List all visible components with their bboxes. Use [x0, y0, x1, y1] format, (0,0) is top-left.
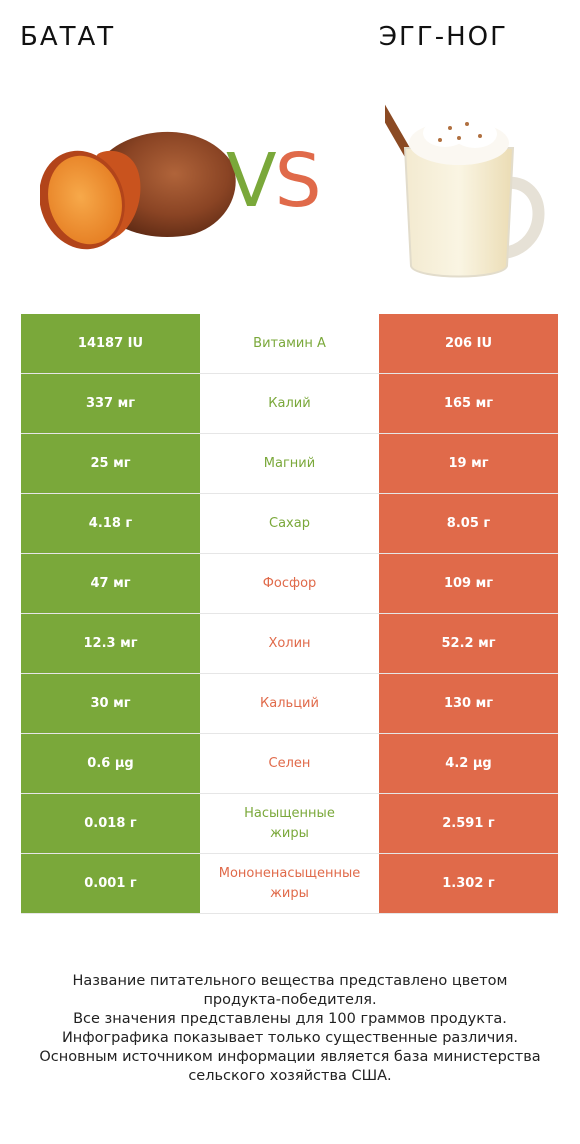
- vs-v-letter: V: [226, 138, 277, 224]
- right-value: 4.2 µg: [379, 733, 558, 794]
- footer-note: Название питательного вещества представл…: [0, 972, 580, 1086]
- footer-line: продукта-победителя.: [203, 992, 377, 1008]
- nutrient-name: Селен: [200, 733, 379, 794]
- footer-line: сельского хозяйства США.: [188, 1068, 392, 1084]
- table-row: 14187 IU Витамин A 206 IU: [21, 314, 558, 374]
- right-value: 109 мг: [379, 553, 558, 614]
- left-value: 337 мг: [21, 373, 200, 434]
- nutrient-name: Сахар: [200, 493, 379, 554]
- table-row: 4.18 г Сахар 8.05 г: [21, 493, 558, 554]
- nutrient-name-line: жиры: [270, 825, 309, 841]
- nutrient-name: Фосфор: [200, 553, 379, 614]
- nutrient-name-line: Насыщенные: [244, 805, 335, 821]
- table-row: 47 мг Фосфор 109 мг: [21, 553, 558, 614]
- right-value: 165 мг: [379, 373, 558, 434]
- left-food-title: БАТАТ: [20, 22, 116, 52]
- nutrient-name: Холин: [200, 613, 379, 674]
- left-value: 0.6 µg: [21, 733, 200, 794]
- left-value: 4.18 г: [21, 493, 200, 554]
- right-food-title: ЭГГ-НОГ: [378, 22, 508, 52]
- left-value: 0.001 г: [21, 853, 200, 914]
- footer-line: Название питательного вещества представл…: [72, 973, 508, 989]
- table-row: 12.3 мг Холин 52.2 мг: [21, 613, 558, 674]
- footer-line: Инфографика показывает только существенн…: [61, 1030, 519, 1046]
- right-value: 8.05 г: [379, 493, 558, 554]
- left-value: 12.3 мг: [21, 613, 200, 674]
- comparison-table: 14187 IU Витамин A 206 IU 337 мг Калий 165 мг…: [21, 314, 558, 914]
- nutrient-name: Кальций: [200, 673, 379, 734]
- table-row: 25 мг Магний 19 мг: [21, 433, 558, 494]
- right-value: 2.591 г: [379, 793, 558, 854]
- left-value: 14187 IU: [21, 314, 200, 374]
- nutrient-name: Насыщенные жиры: [200, 793, 379, 854]
- nutrient-name: Калий: [200, 373, 379, 434]
- footer-line: Основным источником информации является …: [39, 1049, 541, 1065]
- egg-nog-image: [385, 95, 545, 278]
- left-value: 30 мг: [21, 673, 200, 734]
- left-value: 0.018 г: [21, 793, 200, 854]
- right-value: 206 IU: [379, 314, 558, 374]
- nutrient-name: Мононенасыщенные жиры: [200, 853, 379, 914]
- right-value: 130 мг: [379, 673, 558, 734]
- nutrient-name-line: Мононенасыщенные: [218, 865, 361, 881]
- right-value: 19 мг: [379, 433, 558, 494]
- left-value: 25 мг: [21, 433, 200, 494]
- table-row: 0.6 µg Селен 4.2 µg: [21, 733, 558, 794]
- table-row: 30 мг Кальций 130 мг: [21, 673, 558, 734]
- left-value: 47 мг: [21, 553, 200, 614]
- footer-line: Все значения представлены для 100 граммо…: [73, 1011, 507, 1027]
- right-value: 1.302 г: [379, 853, 558, 914]
- nutrient-name: Витамин A: [200, 314, 379, 374]
- nutrient-name: Магний: [200, 433, 379, 494]
- vs-label: VS: [226, 138, 322, 224]
- vs-s-letter: S: [274, 138, 322, 224]
- table-row: 0.018 г Насыщенные жиры 2.591 г: [21, 793, 558, 854]
- table-row: 0.001 г Мононенасыщенные жиры 1.302 г: [21, 853, 558, 914]
- sweet-potato-image: [40, 131, 236, 250]
- right-value: 52.2 мг: [379, 613, 558, 674]
- table-row: 337 мг Калий 165 мг: [21, 373, 558, 434]
- nutrient-name-line: жиры: [270, 885, 309, 901]
